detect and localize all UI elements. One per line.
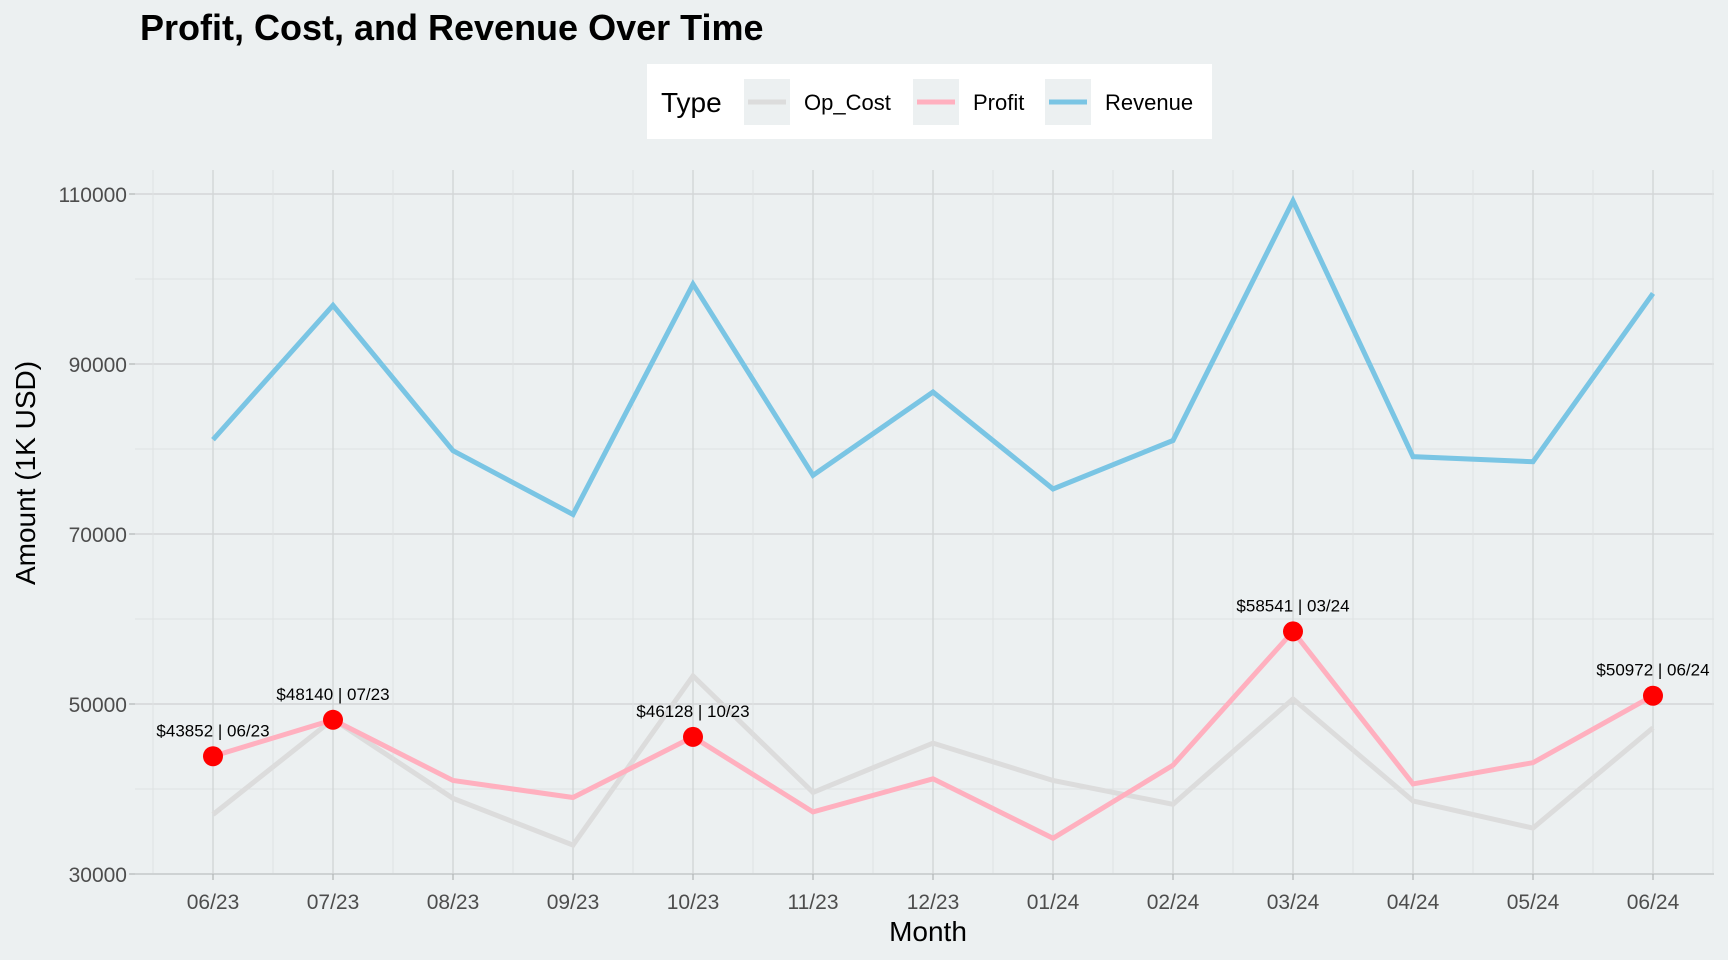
x-axis-title: Month: [889, 916, 967, 947]
x-tick-label: 06/24: [1627, 891, 1680, 914]
series-lines: [211, 195, 1656, 849]
x-axis-ticks: 06/23 07/23 08/23 09/23 10/23 11/23 12/23 01/24…: [187, 874, 1680, 914]
x-tick-label: 06/23: [187, 891, 240, 914]
y-tick-label: 50000: [69, 694, 127, 717]
y-tick-label: 110000: [58, 184, 127, 207]
annotation-label: $46128 | 10/23: [636, 702, 749, 721]
annotation-label: $58541 | 03/24: [1236, 596, 1349, 615]
y-axis-ticks: 30000 50000 70000 90000 110000: [58, 184, 135, 887]
legend-label: Profit: [973, 90, 1024, 115]
x-tick-label: 04/24: [1387, 891, 1440, 914]
annotation-point: [1643, 685, 1663, 706]
x-tick-label: 07/23: [307, 891, 360, 914]
annotation-label: $43852 | 06/23: [156, 721, 269, 740]
legend-label: Op_Cost: [804, 90, 891, 115]
legend-title: Type: [661, 87, 722, 118]
annotation-label: $50972 | 06/24: [1596, 661, 1709, 680]
y-axis-title: Amount (1K USD): [10, 361, 41, 585]
x-tick-label: 11/23: [788, 891, 839, 914]
plot-grid: [135, 170, 1714, 875]
annotation-point: [203, 746, 223, 767]
x-tick-label: 09/23: [547, 891, 600, 914]
x-tick-label: 03/24: [1267, 891, 1320, 914]
legend: Type Op_Cost Profit Revenue: [647, 64, 1212, 139]
y-tick-label: 30000: [69, 864, 127, 887]
x-tick-label: 05/24: [1507, 891, 1560, 914]
x-tick-label: 12/23: [907, 891, 960, 914]
y-tick-label: 90000: [69, 354, 127, 377]
x-tick-label: 08/23: [427, 891, 480, 914]
series-line-revenue: [211, 195, 1656, 518]
annotation-label: $48140 | 07/23: [276, 685, 389, 704]
x-tick-label: 10/23: [667, 891, 720, 914]
series-line-profit: [212, 627, 1655, 842]
legend-label: Revenue: [1105, 90, 1193, 115]
y-tick-label: 70000: [69, 524, 127, 547]
annotation-point: [683, 726, 703, 747]
chart-title: Profit, Cost, and Revenue Over Time: [140, 7, 764, 48]
series-line-op-cost: [211, 672, 1655, 849]
x-tick-label: 01/24: [1027, 891, 1080, 914]
annotation-point: [1283, 621, 1303, 642]
annotation-point: [323, 709, 343, 730]
x-tick-label: 02/24: [1147, 891, 1200, 914]
annotations: $43852 | 06/23 $48140 | 07/23 $46128 | 10/…: [156, 596, 1710, 767]
